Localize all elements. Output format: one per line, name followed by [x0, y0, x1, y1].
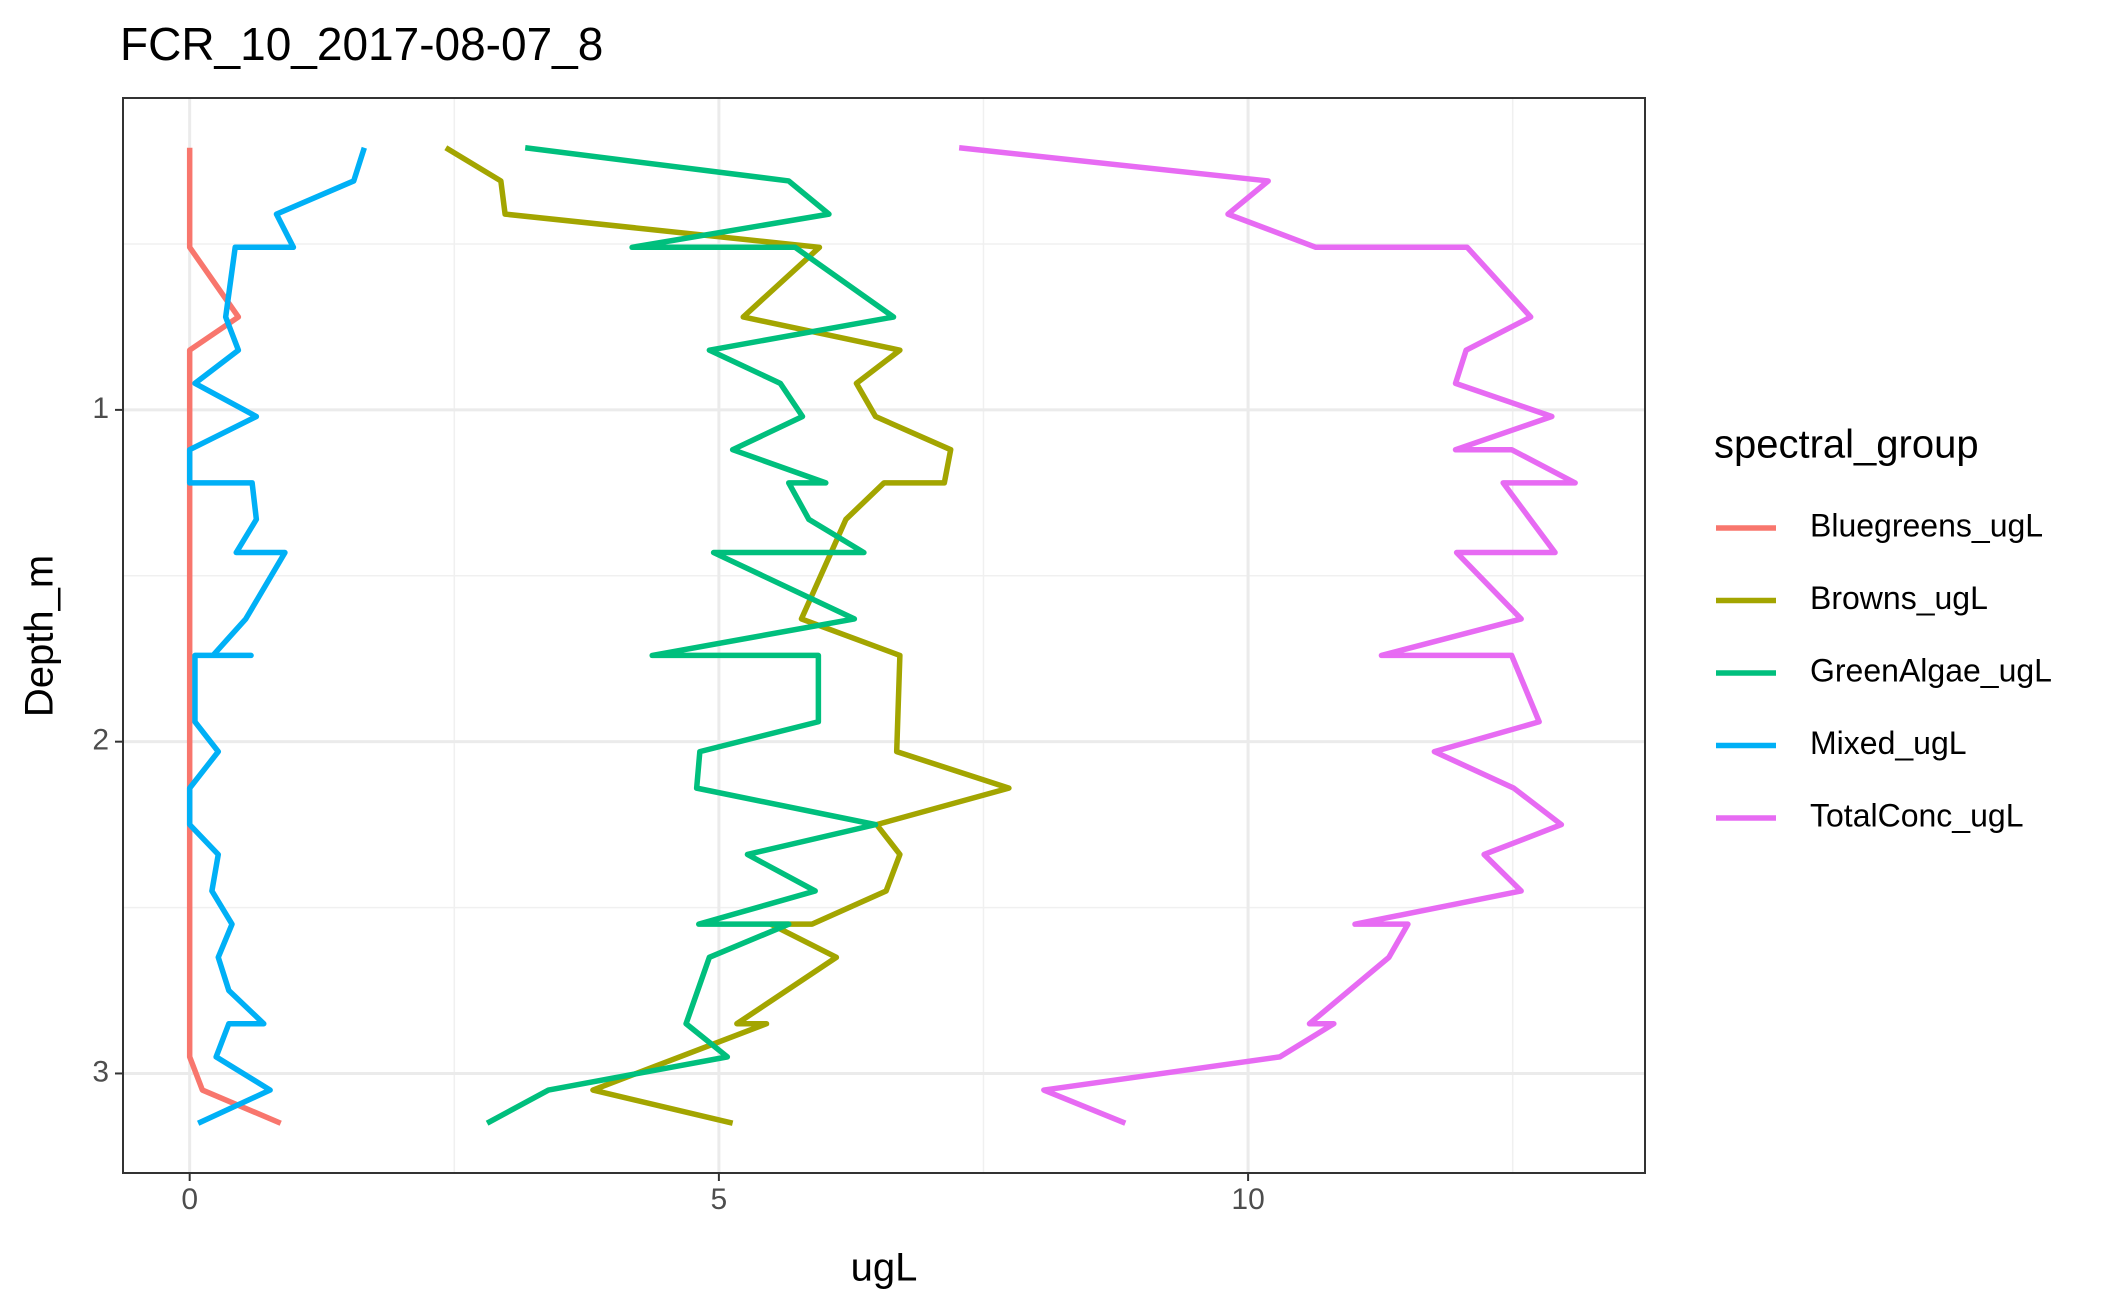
x-axis-label: ugL — [851, 1246, 918, 1290]
x-tick-label: 10 — [1231, 1183, 1264, 1216]
series-line — [444, 145, 1012, 1126]
x-tick-label: 0 — [181, 1183, 198, 1216]
series-line — [958, 145, 1578, 1126]
y-tick-label: 2 — [92, 724, 109, 757]
plot-border — [122, 97, 1646, 1174]
series-line — [186, 146, 367, 1126]
y-tick-label: 1 — [92, 392, 109, 425]
x-tick-label: 5 — [711, 1183, 728, 1216]
y-tick-label: 3 — [92, 1055, 109, 1088]
chart-title: FCR_10_2017-08-07_8 — [120, 18, 603, 70]
series-line — [485, 145, 897, 1126]
legend-title: spectral_group — [1714, 423, 1979, 467]
legend-label: Browns_ugL — [1810, 580, 1988, 616]
series-line — [186, 147, 282, 1126]
legend-label: TotalConc_ugL — [1810, 797, 2023, 833]
legend-label: Bluegreens_ugL — [1810, 507, 2043, 543]
y-axis-label: Depth_m — [18, 555, 62, 717]
legend-label: GreenAlgae_ugL — [1810, 652, 2052, 688]
legend-label: Mixed_ugL — [1810, 725, 1967, 761]
